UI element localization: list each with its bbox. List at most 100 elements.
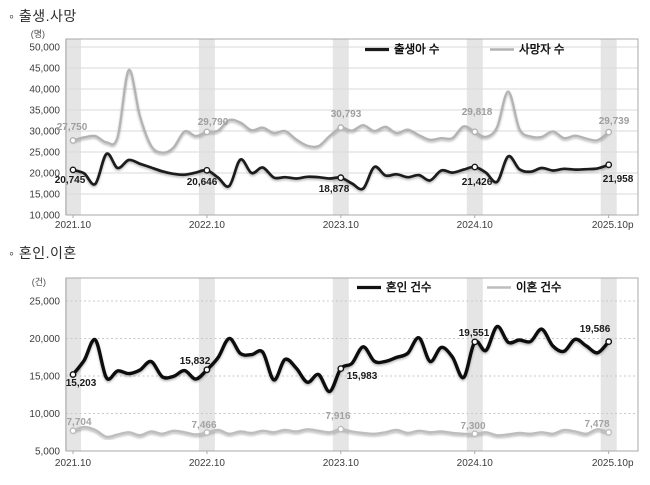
y-tick-label: 45,000 [29, 64, 60, 75]
data-value-label: 7,704 [66, 417, 91, 428]
y-tick-label: 5,000 [35, 447, 60, 458]
y-tick-label: 10,000 [29, 409, 60, 420]
data-value-label: 30,793 [331, 109, 362, 120]
data-value-label: 7,916 [325, 411, 350, 422]
gridlines [66, 300, 638, 414]
data-value-label: 18,878 [319, 184, 350, 195]
data-value-label: 19,551 [459, 328, 490, 339]
divorces-value-labels: 7,704 7,466 7,916 7,300 7,478 [66, 411, 609, 432]
october-marker [337, 174, 345, 182]
marriages-october-markers [69, 338, 613, 378]
october-highlight-band [600, 39, 617, 215]
y-tick-label: 35,000 [29, 106, 60, 117]
october-marker [69, 137, 77, 144]
october-marker [471, 128, 479, 136]
october-marker [69, 371, 77, 378]
october-highlight-band [198, 278, 215, 451]
y-tick-label: 25,000 [29, 297, 60, 308]
october-marker [337, 425, 345, 433]
x-axis: 2021.10 2022.10 2023.10 2024.10 2025.10p [55, 215, 634, 231]
y-axis: 5,000 10,000 15,000 20,000 25,000 [29, 297, 60, 458]
october-marker [203, 128, 211, 136]
x-tick-label: 2024.10 [457, 458, 494, 469]
october-marker [69, 166, 77, 174]
october-marker [471, 338, 479, 346]
data-value-label: 15,832 [180, 356, 211, 367]
births-october-markers [69, 161, 613, 182]
plot-border [65, 277, 639, 452]
data-value-label: 20,646 [187, 177, 218, 188]
data-value-label: 15,983 [347, 371, 378, 382]
legend: 출생아 수 사망자 수 [365, 42, 565, 56]
x-tick-label: 2021.10 [55, 458, 92, 469]
axis-unit-label: (명) [31, 29, 45, 39]
x-tick-label: 2022.10 [189, 220, 226, 231]
deaths-value-labels: 27,750 29,790 30,793 29,818 29,739 [57, 107, 630, 133]
y-tick-label: 40,000 [29, 85, 60, 96]
data-value-label: 29,739 [599, 116, 630, 127]
x-tick-label: 2021.10 [55, 220, 92, 231]
x-tick-label: 2025.10p [592, 220, 634, 231]
x-tick-label: 2025.10p [592, 458, 634, 469]
october-marker [337, 124, 345, 132]
data-value-label: 29,818 [462, 107, 493, 118]
data-value-label: 19,586 [580, 324, 611, 335]
legend-label: 출생아 수 [394, 42, 440, 56]
legend: 혼인 건수 이혼 건수 [357, 280, 562, 294]
y-tick-label: 20,000 [29, 169, 60, 180]
october-highlight-band [332, 278, 349, 451]
data-value-label: 29,790 [198, 117, 229, 128]
x-tick-label: 2022.10 [189, 458, 226, 469]
october-marker [337, 365, 345, 373]
legend-label: 혼인 건수 [386, 280, 432, 294]
birth-death-chart: 10,000 15,000 20,000 25,000 30,000 35,000 40,0… [29, 29, 639, 231]
y-tick-label: 20,000 [29, 334, 60, 345]
marriages-value-labels: 15,203 15,832 15,983 19,551 19,586 [66, 324, 611, 389]
legend-label: 사망자 수 [519, 42, 565, 56]
october-marker [605, 161, 613, 169]
october-marker [471, 163, 479, 171]
data-value-label: 20,745 [55, 175, 86, 186]
x-tick-label: 2023.10 [323, 220, 360, 231]
legend-label: 이혼 건수 [516, 280, 562, 294]
chart-title-birth-death: ◦ 출생.사망 [9, 8, 77, 24]
x-axis: 2021.10 2022.10 2023.10 2024.10 2025.10p [55, 451, 634, 469]
october-marker [471, 430, 479, 438]
data-value-label: 15,203 [66, 378, 97, 389]
births-value-labels: 20,745 20,646 18,878 21,426 21,958 [55, 174, 634, 195]
axis-unit-label: (건) [32, 277, 46, 287]
october-bands [65, 278, 617, 451]
october-marker [203, 166, 211, 174]
data-value-label: 7,466 [191, 420, 216, 431]
y-tick-label: 15,000 [29, 372, 60, 383]
gridlines [66, 46, 638, 195]
october-highlight-band [466, 278, 483, 451]
plot-border [65, 38, 639, 216]
october-marker [605, 128, 613, 136]
y-tick-label: 30,000 [29, 127, 60, 138]
divorces-october-markers [69, 425, 613, 438]
october-highlight-band [600, 278, 617, 451]
x-tick-label: 2023.10 [323, 458, 360, 469]
deaths-october-markers [69, 124, 613, 144]
october-highlight-band [65, 278, 81, 451]
y-tick-label: 15,000 [29, 190, 60, 201]
october-marker [203, 366, 211, 374]
october-marker [605, 338, 613, 346]
data-value-label: 7,300 [460, 421, 485, 432]
y-axis: 10,000 15,000 20,000 25,000 30,000 35,000 40,0… [29, 43, 60, 222]
october-marker [203, 429, 211, 436]
data-value-label: 27,750 [57, 122, 88, 133]
chart-title-marriage-divorce: ◦ 혼인.이혼 [9, 245, 77, 261]
y-tick-label: 25,000 [29, 148, 60, 159]
october-marker [605, 428, 613, 436]
x-tick-label: 2024.10 [457, 220, 494, 231]
data-value-label: 7,478 [584, 419, 609, 430]
october-marker [69, 427, 77, 435]
data-value-label: 21,958 [603, 174, 634, 185]
data-value-label: 21,426 [462, 177, 493, 188]
october-highlight-band [466, 39, 483, 215]
y-tick-label: 50,000 [29, 43, 60, 54]
